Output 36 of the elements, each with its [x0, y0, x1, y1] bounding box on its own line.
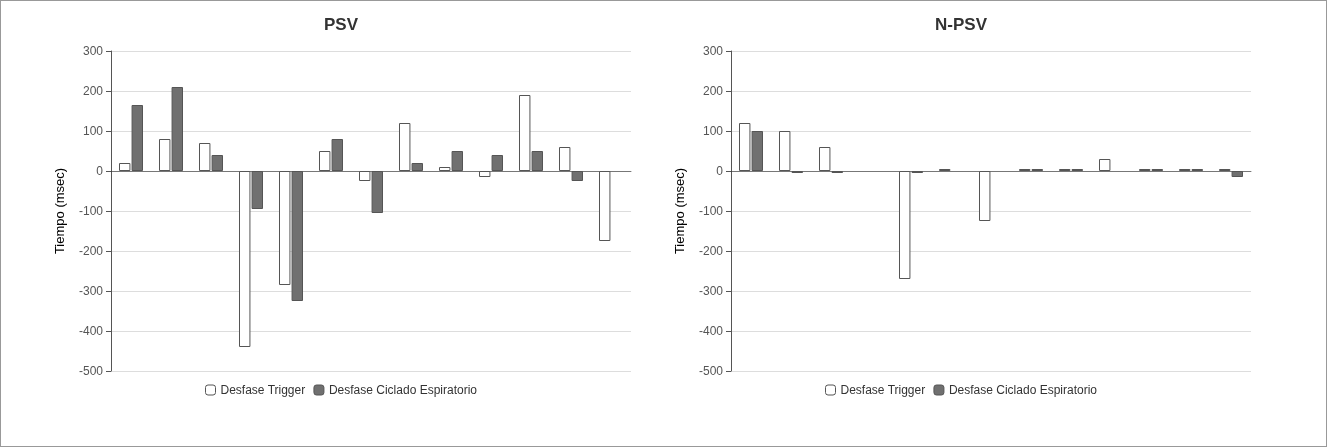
bar [1099, 159, 1111, 171]
y-tick-label: 0 [716, 164, 724, 178]
bar [599, 171, 611, 241]
y-tick-label: -300 [698, 284, 724, 298]
bar [479, 171, 491, 177]
y-tick-label: 200 [702, 84, 724, 98]
bar [779, 131, 791, 171]
y-tick-label: -500 [78, 364, 104, 378]
y-tick-label: -400 [78, 324, 104, 338]
y-tick-label: -100 [78, 204, 104, 218]
y-tick-label: 0 [96, 164, 104, 178]
y-tick-label: -500 [698, 364, 724, 378]
legend-label: Desfase Ciclado Espiratorio [948, 383, 1098, 397]
legend-label: Desfase Trigger [220, 383, 306, 397]
y-tick-label: 200 [82, 84, 104, 98]
y-tick-label: -100 [698, 204, 724, 218]
y-tick-label: -400 [698, 324, 724, 338]
bar [979, 171, 991, 221]
y-tick-label: -200 [78, 244, 104, 258]
bar [491, 155, 503, 171]
bar [1231, 171, 1243, 177]
bar [559, 147, 571, 171]
chart-title: N-PSV [935, 15, 988, 34]
y-tick-label: -200 [698, 244, 724, 258]
y-tick-label: 100 [702, 124, 724, 138]
bar [571, 171, 583, 181]
chart-title: PSV [323, 15, 359, 34]
y-tick-label: 300 [82, 44, 104, 58]
legend-label: Desfase Ciclado Espiratorio [328, 383, 478, 397]
y-axis-title: Tiempo (msec) [52, 167, 67, 255]
legend-label: Desfase Trigger [840, 383, 926, 397]
y-axis-title: Tiempo (msec) [672, 167, 687, 255]
y-tick-label: -300 [78, 284, 104, 298]
bar [819, 147, 831, 171]
y-tick-label: 300 [702, 44, 724, 58]
y-tick-label: 100 [82, 124, 104, 138]
